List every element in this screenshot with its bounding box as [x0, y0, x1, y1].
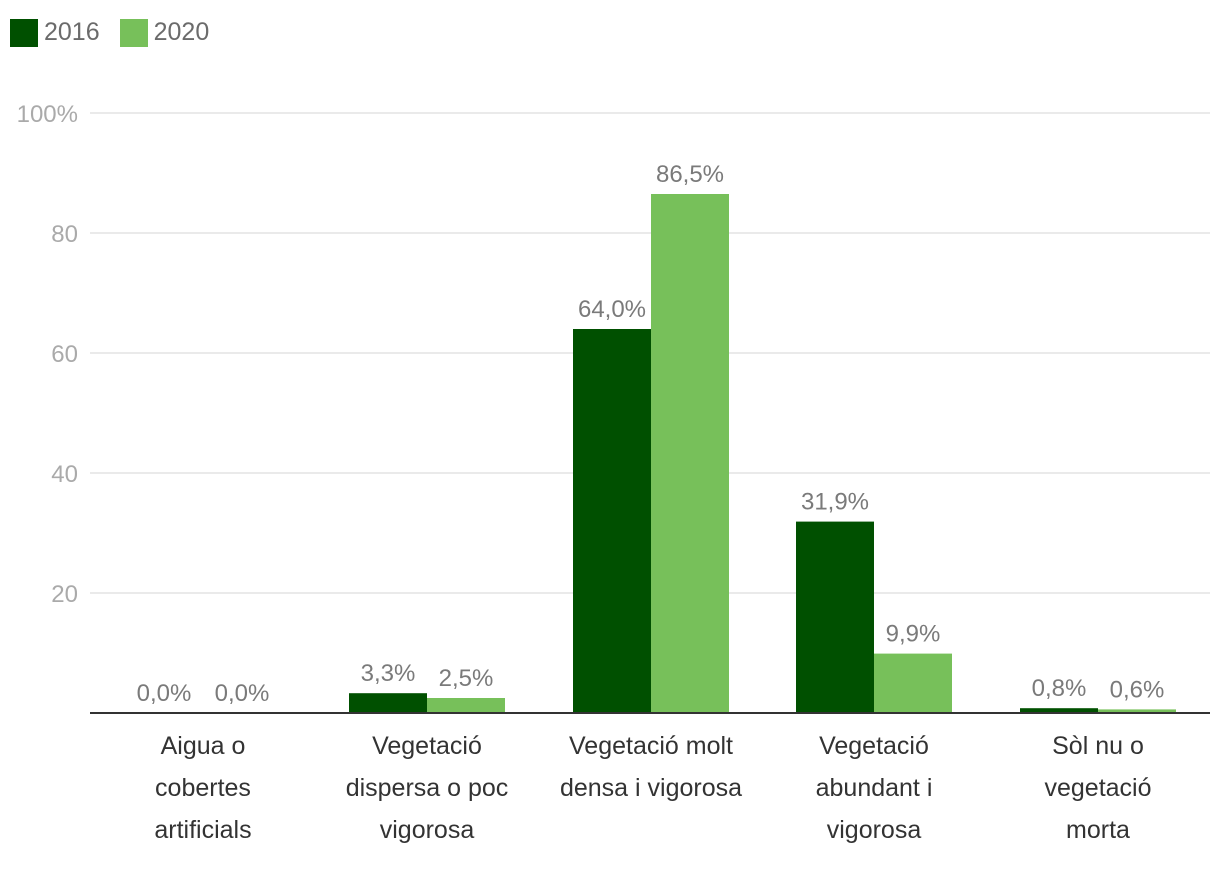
legend-swatch-2016 [10, 18, 38, 47]
category-label-line: vegetació [1044, 774, 1151, 802]
category-label-line: dispersa o poc [346, 774, 509, 802]
legend: 2016 2020 [10, 18, 209, 47]
data-label: 86,5% [656, 161, 724, 188]
category-label-line: morta [1066, 816, 1130, 844]
data-label: 2,5% [439, 665, 494, 692]
bar-2016[interactable] [349, 693, 427, 713]
bar-2020[interactable] [874, 653, 952, 713]
y-tick-label: 80 [51, 221, 78, 248]
category-label-line: artificials [154, 816, 251, 844]
bar-2020[interactable] [427, 698, 505, 713]
data-label: 31,9% [801, 489, 869, 516]
data-label: 0,0% [137, 680, 192, 707]
category-label-line: Vegetació [819, 732, 929, 760]
data-label: 0,6% [1110, 676, 1165, 703]
data-label: 0,0% [215, 680, 270, 707]
data-label: 64,0% [578, 296, 646, 323]
category-label-line: vigorosa [827, 816, 922, 844]
category-label-line: Aigua o [161, 732, 246, 760]
category-label: Vegetació abundant i vigorosa [816, 732, 933, 844]
category-label: Vegetació dispersa o poc vigorosa [346, 732, 509, 844]
category-label-line: Vegetació molt [569, 732, 733, 760]
legend-swatch-2020 [119, 18, 148, 47]
category-label-line: Vegetació [372, 732, 482, 760]
category-label-line: vigorosa [380, 816, 475, 844]
category-label-line: abundant i [816, 774, 933, 802]
bar-2016[interactable] [796, 521, 874, 713]
legend-item-2020[interactable]: 2020 [119, 18, 210, 47]
category-label-line: densa i vigorosa [560, 774, 742, 802]
legend-label-2016: 2016 [44, 18, 100, 46]
y-tick-label: 100% [17, 101, 78, 128]
category-label-line: Sòl nu o [1052, 732, 1144, 760]
data-label: 0,8% [1032, 675, 1087, 702]
legend-item-2016[interactable]: 2016 [10, 18, 100, 47]
legend-label-2020: 2020 [153, 18, 210, 46]
bar-2020[interactable] [651, 194, 729, 713]
y-tick-label: 20 [51, 581, 78, 608]
y-tick-label: 60 [51, 341, 78, 368]
bar-2020[interactable] [1098, 709, 1176, 713]
data-label: 9,9% [886, 621, 941, 648]
data-label: 3,3% [361, 660, 416, 687]
bar-2016[interactable] [573, 329, 651, 713]
category-label: Vegetació molt densa i vigorosa [560, 732, 742, 802]
category-label: Aigua o cobertes artificials [154, 732, 251, 844]
category-label-line: cobertes [155, 774, 251, 802]
y-tick-label: 40 [51, 461, 78, 488]
category-label: Sòl nu o vegetació morta [1044, 732, 1151, 844]
bar-2016[interactable] [1020, 708, 1098, 713]
